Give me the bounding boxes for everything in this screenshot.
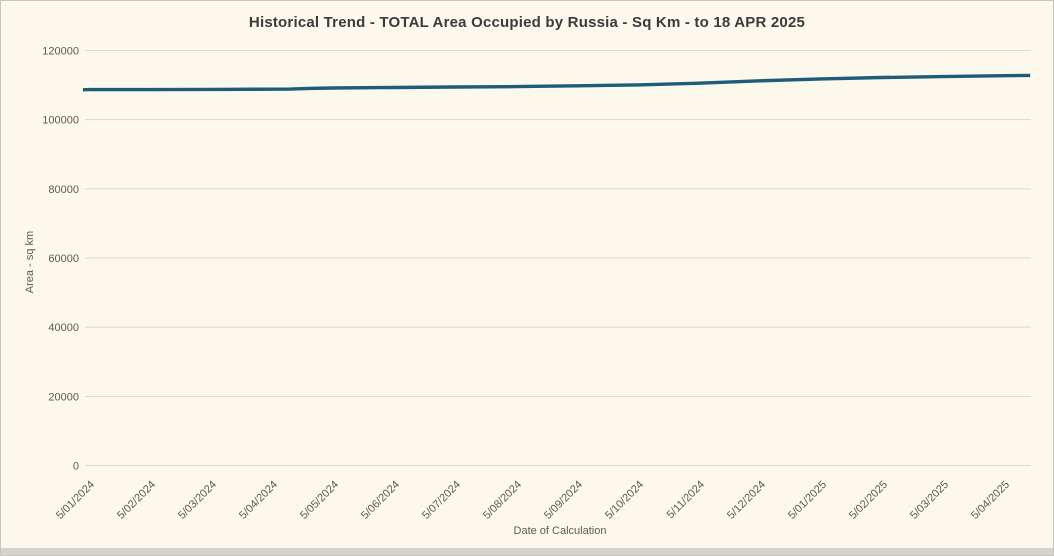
y-tick-label: 80000 <box>48 184 79 196</box>
x-tick-label: 5/04/2024 <box>237 479 280 521</box>
x-tick-label: 5/07/2024 <box>420 479 463 521</box>
x-tick-label: 5/01/2024 <box>54 479 97 521</box>
y-tick-label: 40000 <box>48 322 79 334</box>
x-tick-label: 5/02/2025 <box>847 479 890 521</box>
x-tick-label: 5/03/2025 <box>908 479 951 521</box>
x-tick-label: 5/10/2024 <box>603 479 646 521</box>
y-tick-label: 60000 <box>48 253 79 265</box>
bottom-edge-bar <box>1 548 1053 555</box>
x-tick-label: 5/03/2024 <box>176 479 219 521</box>
x-tick-label: 5/08/2024 <box>481 479 524 521</box>
x-tick-label: 5/05/2024 <box>298 479 341 521</box>
y-tick-label: 100000 <box>42 115 79 127</box>
x-tick-label: 5/12/2024 <box>725 479 768 521</box>
y-tick-label: 0 <box>73 461 79 473</box>
x-tick-label: 5/01/2025 <box>786 479 829 521</box>
x-tick-label: 5/11/2024 <box>665 479 708 521</box>
trend-line <box>82 73 1031 92</box>
x-axis-title: Date of Calculation <box>513 525 607 537</box>
x-tick-label: 5/02/2024 <box>115 479 158 521</box>
y-tick-label: 120000 <box>42 46 79 58</box>
line-chart-plot-area: 0 20000 40000 60000 80000 100000 120000 5/01/20… <box>42 46 1031 521</box>
x-tick-label: 5/04/2025 <box>969 479 1012 521</box>
chart-title: Historical Trend - TOTAL Area Occupied b… <box>248 14 806 31</box>
x-tick-label: 5/09/2024 <box>542 479 585 521</box>
y-tick-label: 20000 <box>48 391 79 403</box>
x-tick-label: 5/06/2024 <box>359 479 402 521</box>
